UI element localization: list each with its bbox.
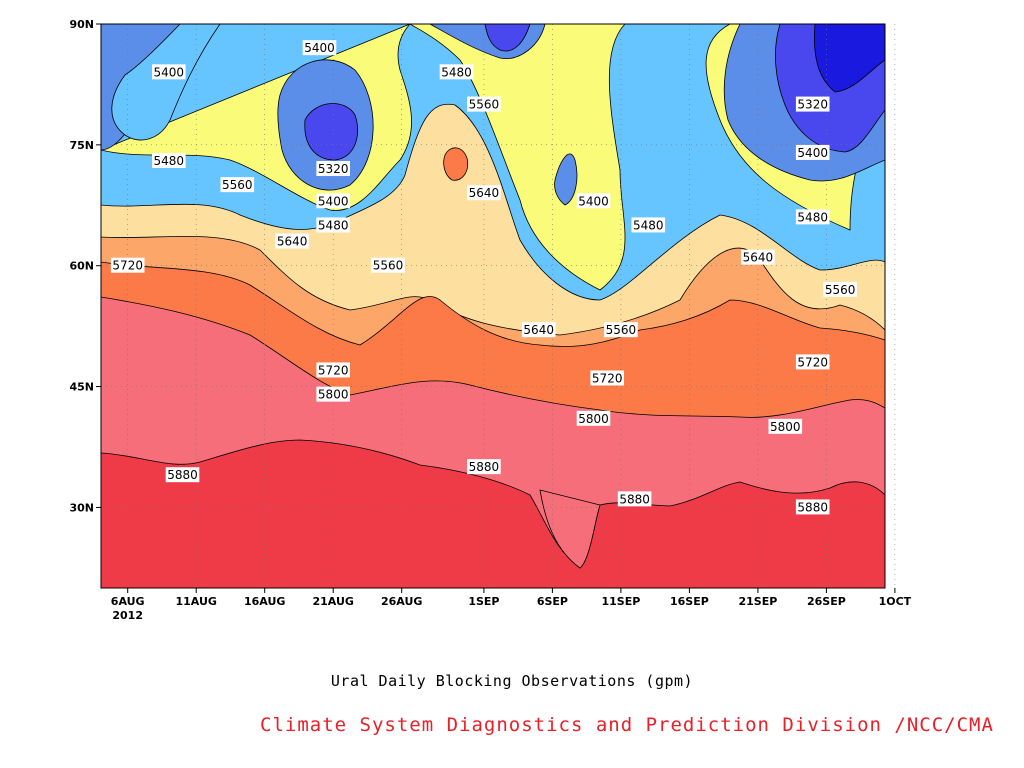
y-tick-label: 60N [69, 260, 94, 273]
contour-label-bg [521, 322, 556, 338]
contour-label-bg [152, 152, 186, 168]
contour-band-13 [554, 153, 578, 206]
contour-label-bg [316, 362, 350, 378]
contour-label-bg [631, 217, 666, 233]
contour-label: 5880 [619, 492, 650, 506]
contour-band-10 [304, 103, 359, 161]
contour-band-12 [484, 24, 531, 52]
x-year-label: 2012 [112, 609, 143, 622]
contour-label: 5560 [606, 323, 637, 337]
contour-label: 5720 [112, 259, 143, 273]
x-tick-label: 16AUG [244, 595, 285, 608]
contour-label: 5560 [373, 259, 404, 273]
contour-label: 5880 [797, 500, 828, 514]
contour-band-17 [443, 147, 469, 181]
x-tick-label: 16SEP [670, 595, 709, 608]
contour-label: 5560 [469, 98, 500, 112]
contour-label-bg [823, 281, 857, 297]
contour-label-bg [316, 161, 350, 177]
contour-label: 5400 [318, 194, 349, 208]
contour-label: 5400 [578, 194, 609, 208]
credit-line: Climate System Diagnostics and Predictio… [260, 714, 994, 736]
contour-label: 5880 [167, 468, 198, 482]
contour-band-16 [814, 24, 885, 93]
contour-label-bg [316, 193, 350, 209]
contour-label: 5800 [578, 412, 609, 426]
x-tick-label: 21SEP [738, 595, 777, 608]
contour-label-bg [302, 40, 337, 56]
contour-label-bg [467, 459, 501, 475]
contour-label-bg [741, 249, 775, 265]
contour-label: 5320 [797, 98, 828, 112]
contour-label-bg [275, 233, 309, 249]
contour-label-bg [795, 499, 830, 515]
contour-label-bg [371, 257, 405, 273]
x-tick-label: 1SEP [468, 595, 499, 608]
contour-label-bg [768, 418, 803, 434]
x-axis: 6AUG 11AUG 16AUG 21AUG 26AUG 1SEP 6SEP 11SEP 16S… [111, 588, 912, 622]
contour-fills [101, 24, 885, 588]
contour-band-18 [539, 489, 601, 569]
x-tick-label: 21AUG [312, 595, 353, 608]
contour-label-bg [316, 217, 350, 233]
x-tick-label: 11SEP [601, 595, 640, 608]
contour-labels: 5400 5480 5560 5640 5720 5400 5320 5400 5480 5560… [110, 40, 857, 515]
contour-label: 5640 [469, 186, 500, 200]
contour-label: 5320 [318, 162, 349, 176]
contour-label: 5800 [318, 388, 349, 402]
contour-label: 5720 [797, 355, 828, 369]
contour-label-bg [316, 386, 350, 402]
contour-label-bg [604, 322, 638, 338]
x-tick-label: 6AUG [111, 595, 145, 608]
contour-label: 5800 [770, 420, 801, 434]
plot-frame [100, 23, 886, 589]
contour-label: 5720 [592, 372, 623, 386]
contour-label: 5640 [277, 235, 308, 249]
x-tick-label: 26SEP [807, 595, 846, 608]
contour-label-bg [795, 354, 830, 370]
contour-label: 5720 [318, 363, 349, 377]
contour-label-bg [110, 257, 145, 273]
contour-label-bg [795, 96, 830, 112]
x-tick-label: 11AUG [175, 595, 216, 608]
contour-label-bg [467, 185, 501, 201]
contour-label: 5640 [743, 251, 774, 265]
contour-label-bg [220, 177, 255, 193]
contour-label-bg [795, 209, 830, 225]
contour-label: 5480 [318, 218, 349, 232]
x-tick-label: 26AUG [381, 595, 422, 608]
contour-label: 5480 [797, 210, 828, 224]
contour-label: 5400 [797, 146, 828, 160]
contour-label: 5400 [154, 65, 185, 79]
contour-label-bg [439, 64, 474, 80]
contour-label: 5400 [304, 41, 335, 55]
contour-label-bg [617, 491, 652, 507]
contour-label: 5560 [825, 283, 856, 297]
contour-label: 5560 [222, 178, 253, 192]
contour-label: 5480 [441, 65, 472, 79]
contour-label-bg [152, 64, 186, 80]
chart-caption: Ural Daily Blocking Observations (gpm) [330, 672, 694, 690]
contour-label: 5480 [633, 218, 664, 232]
x-tick-label: 6SEP [537, 595, 568, 608]
contour-label-bg [467, 96, 501, 112]
contour-label-bg [795, 144, 830, 160]
contour-label: 5480 [154, 154, 185, 168]
contour-label: 5640 [523, 323, 554, 337]
contour-band-8 [101, 24, 221, 141]
contour-label: 5880 [469, 460, 500, 474]
y-axis: 30N 45N 60N 75N 90N [69, 18, 101, 514]
y-tick-label: 75N [69, 139, 94, 152]
contour-label-bg [590, 370, 624, 386]
contour-label-bg [576, 193, 611, 209]
y-tick-label: 90N [69, 18, 94, 31]
x-tick-label: 1OCT [879, 595, 912, 608]
contour-label-bg [165, 467, 200, 483]
y-tick-label: 45N [69, 381, 94, 394]
contour-label-bg [576, 410, 611, 426]
y-tick-label: 30N [69, 501, 94, 514]
